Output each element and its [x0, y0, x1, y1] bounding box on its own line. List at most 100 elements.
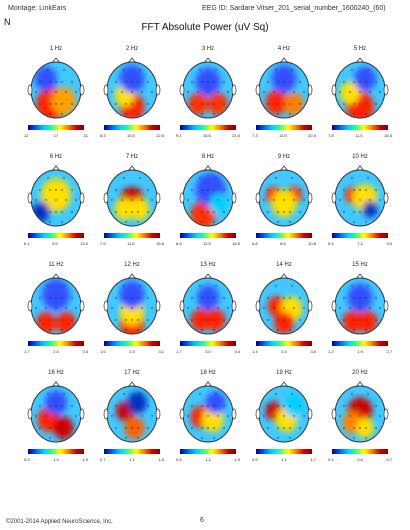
color-scale-bar	[256, 341, 312, 346]
electrode-dot	[55, 81, 57, 83]
electrode-dot	[199, 393, 201, 395]
electrode-dot	[215, 393, 217, 395]
electrode-dot	[55, 189, 57, 191]
power-region	[354, 66, 376, 92]
power-region	[127, 391, 147, 414]
electrode-dot	[197, 199, 199, 201]
electrode-dot	[49, 113, 51, 115]
electrode-dot	[147, 427, 149, 429]
frequency-label: 7 Hz	[125, 154, 139, 160]
nose-marker	[355, 57, 365, 64]
ear-marker	[383, 84, 389, 96]
electrode-dot	[137, 81, 139, 83]
scale-ticks: 1.7 3.0 4.4	[176, 349, 240, 354]
electrode-dot	[267, 319, 269, 321]
electrode-dot	[47, 393, 49, 395]
electrode-dot	[115, 319, 117, 321]
topomap-panel: 2 Hz 8.3 10.5 12.6	[96, 46, 168, 146]
electrode-dot	[147, 211, 149, 213]
topomap-panel: 6 Hz 6.1 9.5 13.0	[20, 154, 92, 254]
power-region	[340, 81, 360, 104]
electrode-dot	[353, 427, 355, 429]
electrode-dot	[191, 81, 193, 83]
electrode-dot	[201, 437, 203, 439]
electrode-dot	[365, 329, 367, 331]
electrode-dot	[191, 103, 193, 105]
electrode-dot	[375, 81, 377, 83]
electrode-dot	[343, 189, 345, 191]
electrode-dot	[267, 189, 269, 191]
electrode-dot	[115, 189, 117, 191]
electrode-dot	[365, 319, 367, 321]
electrode-dot	[61, 211, 63, 213]
eeg-id-label: EEG ID: Sardare Vitser_201_serial_number…	[202, 5, 386, 12]
color-scale-bar	[104, 233, 160, 238]
ear-marker	[79, 300, 85, 312]
scale-tick-label: 2.5	[53, 349, 59, 354]
electrode-dot	[71, 211, 73, 213]
head-topomap	[27, 57, 85, 119]
electrode-dot	[141, 415, 143, 417]
electrode-dot	[379, 91, 381, 93]
electrode-dot	[111, 91, 113, 93]
ear-marker	[255, 84, 261, 96]
topomap-panel: 9 Hz 6.8 8.8 10.8	[248, 154, 320, 254]
electrode-dot	[187, 415, 189, 417]
power-region	[51, 87, 76, 116]
ear-marker	[307, 300, 313, 312]
frequency-label: 12 Hz	[124, 262, 140, 268]
scale-tick-label: 12.6	[156, 133, 164, 138]
electrode-dot	[49, 211, 51, 213]
electrode-dot	[137, 329, 139, 331]
topomap-panel: 11 Hz 1.7 2.5 3.4	[20, 262, 92, 362]
ear-marker	[383, 300, 389, 312]
electrode-dot	[375, 103, 377, 105]
electrode-dot	[137, 103, 139, 105]
electrode-dot	[201, 189, 203, 191]
electrode-dot	[49, 221, 51, 223]
electrode-dot	[277, 81, 279, 83]
electrode-dot	[131, 319, 133, 321]
electrode-dot	[299, 297, 301, 299]
electrode-dot	[223, 405, 225, 407]
electrode-dot	[299, 319, 301, 321]
scale-tick-label: 1.7	[176, 349, 182, 354]
nose-marker	[51, 273, 61, 280]
scale-tick-label: 1.9	[82, 457, 88, 462]
electrode-dot	[273, 415, 275, 417]
electrode-dot	[207, 405, 209, 407]
power-region	[357, 310, 378, 333]
electrode-dot	[151, 199, 153, 201]
electrode-dot	[213, 81, 215, 83]
electrode-dot	[289, 427, 291, 429]
scale-tick-label: 20.5	[308, 133, 316, 138]
electrode-dot	[215, 285, 217, 287]
scale-ticks: 0.5 1.1 1.7	[252, 457, 316, 462]
electrode-dot	[273, 199, 275, 201]
electrode-dot	[65, 415, 67, 417]
electrode-dot	[289, 297, 291, 299]
electrode-dot	[289, 113, 291, 115]
scale-tick-label: 0.5	[252, 457, 258, 462]
electrode-dot	[299, 211, 301, 213]
electrode-dot	[139, 177, 141, 179]
scale-tick-label: 9.5	[52, 241, 58, 246]
electrode-dot	[131, 189, 133, 191]
electrode-dot	[353, 405, 355, 407]
power-region	[274, 311, 294, 334]
power-region	[284, 394, 304, 417]
power-region	[124, 416, 145, 440]
electrode-dot	[213, 319, 215, 321]
scale-tick-label: 1.5	[158, 457, 164, 462]
electrode-dot	[349, 415, 351, 417]
frequency-label: 2 Hz	[125, 46, 139, 52]
electrode-dot	[299, 405, 301, 407]
electrode-dot	[147, 319, 149, 321]
electrode-dot	[123, 177, 125, 179]
nose-marker	[51, 165, 61, 172]
topomap-panel: 4 Hz 7.3 13.9 20.5	[248, 46, 320, 146]
electrode-dot	[61, 113, 63, 115]
electrode-dot	[55, 199, 57, 201]
ear-marker	[331, 84, 337, 96]
nose-marker	[355, 381, 365, 388]
